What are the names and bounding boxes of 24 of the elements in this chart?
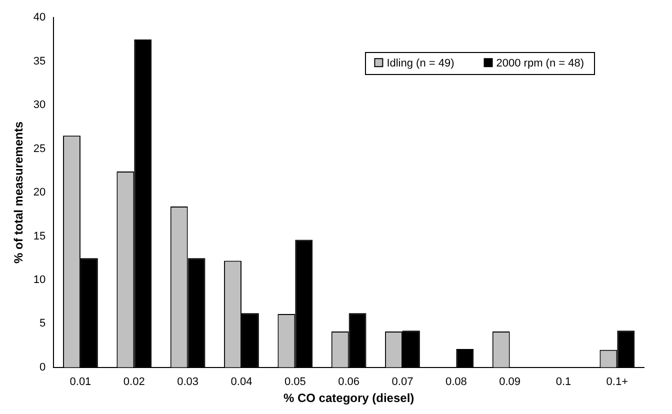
x-tick-label: 0.04 bbox=[230, 376, 252, 388]
legend-label: 2000 rpm (n = 48) bbox=[496, 58, 584, 70]
y-axis-title: % of total measurements bbox=[12, 121, 26, 264]
y-tick-label: 35 bbox=[33, 55, 46, 68]
y-tick-label: 15 bbox=[33, 230, 46, 242]
x-tick-label: 0.08 bbox=[445, 376, 467, 388]
legend-label: Idling (n = 49) bbox=[386, 58, 454, 70]
y-tick-label: 40 bbox=[33, 12, 46, 24]
y-tick-label: 30 bbox=[33, 99, 46, 112]
x-tick-label: 0.09 bbox=[499, 376, 521, 388]
x-tick-label: 0.03 bbox=[177, 376, 199, 388]
y-tick-label: 10 bbox=[33, 274, 46, 286]
y-tick-label: 20 bbox=[33, 186, 46, 199]
x-tick-label: 0.1+ bbox=[606, 376, 628, 388]
x-tick-label: 0.06 bbox=[338, 376, 360, 388]
x-tick-label: 0.05 bbox=[284, 376, 306, 388]
y-tick-label: 25 bbox=[33, 142, 46, 155]
y-tick-label: 5 bbox=[40, 318, 46, 330]
x-tick-label: 0.07 bbox=[392, 376, 414, 388]
x-tick-label: 0.02 bbox=[123, 376, 145, 388]
y-tick-label: 0 bbox=[40, 361, 46, 374]
x-axis-title: % CO category (diesel) bbox=[283, 391, 414, 406]
x-tick-label: 0.01 bbox=[70, 376, 92, 388]
x-tick-label: 0.1 bbox=[556, 376, 572, 388]
